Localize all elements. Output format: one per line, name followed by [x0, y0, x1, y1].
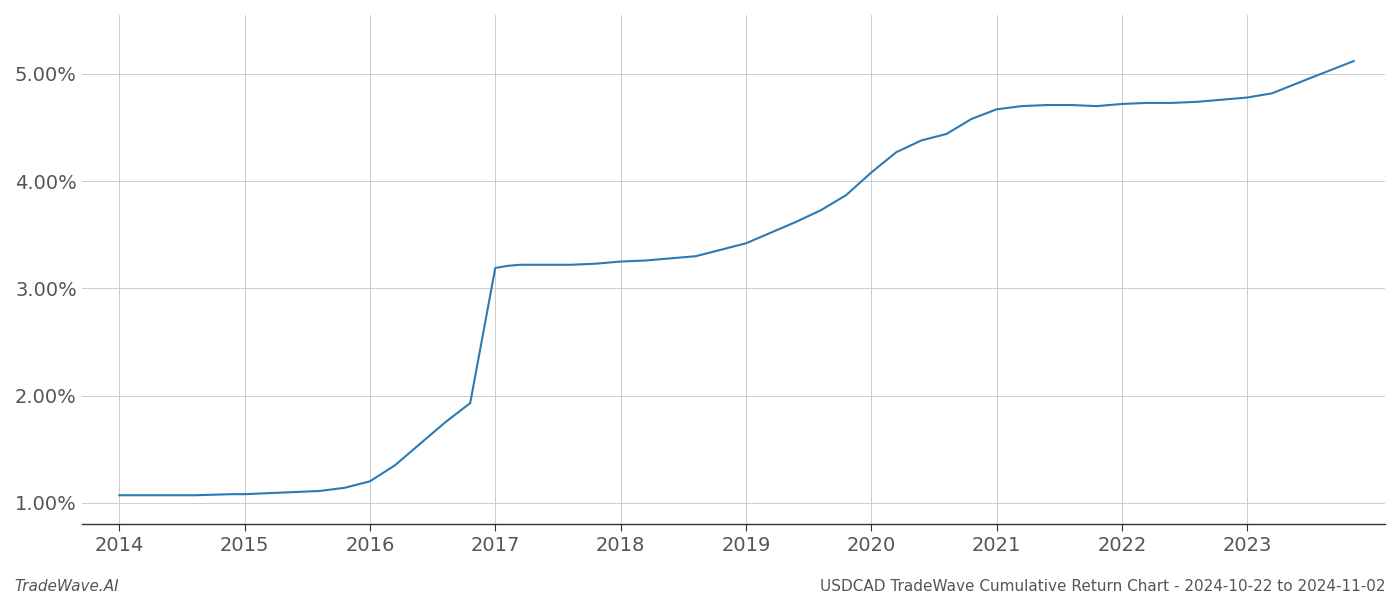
Text: USDCAD TradeWave Cumulative Return Chart - 2024-10-22 to 2024-11-02: USDCAD TradeWave Cumulative Return Chart…: [820, 579, 1386, 594]
Text: TradeWave.AI: TradeWave.AI: [14, 579, 119, 594]
